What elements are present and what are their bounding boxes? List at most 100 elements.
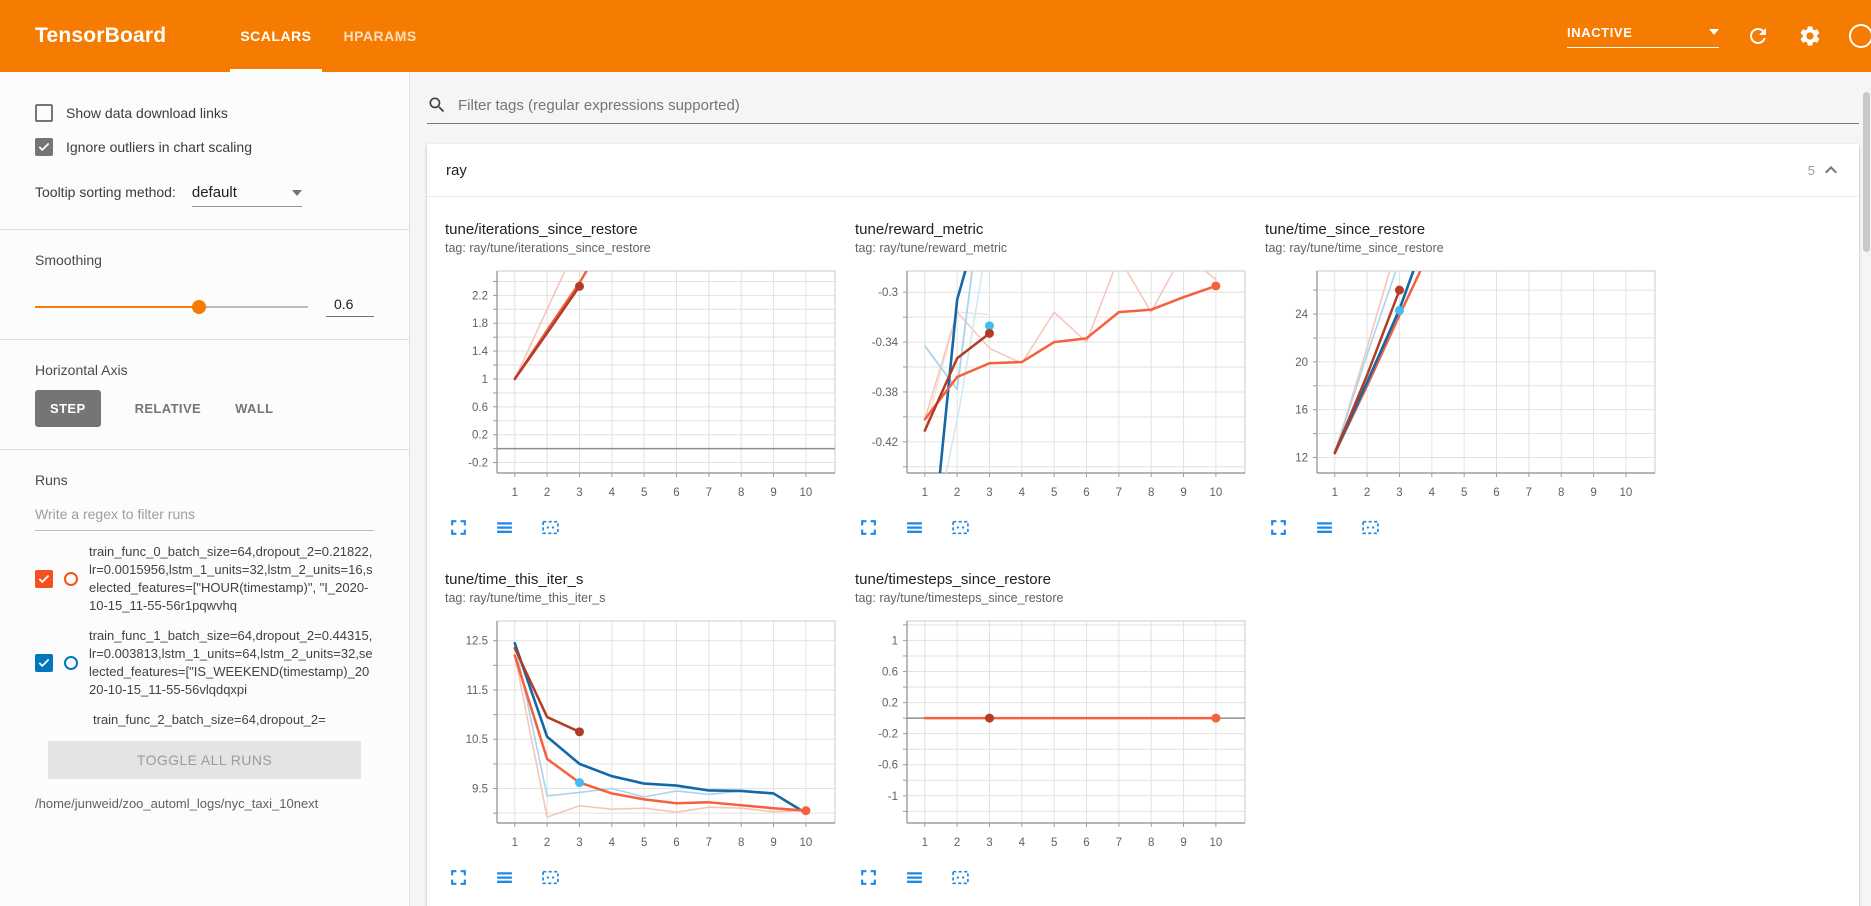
reload-status-dropdown[interactable]: INACTIVE xyxy=(1567,25,1719,48)
pin-chart-icon[interactable] xyxy=(951,868,970,887)
series-train_func_1-unsmoothed-b xyxy=(923,271,973,391)
chart-tag: tag: ray/tune/reward_metric xyxy=(855,241,1008,255)
main-content: ray 5 tune/iterations_since_restore tag: … xyxy=(410,72,1871,906)
reload-status-value: INACTIVE xyxy=(1567,24,1633,40)
toggle-all-runs-button[interactable]: TOGGLE ALL RUNS xyxy=(48,741,361,779)
svg-text:7: 7 xyxy=(1116,837,1122,849)
svg-text:-0.2: -0.2 xyxy=(878,729,898,741)
tab-scalars[interactable]: SCALARS xyxy=(224,0,327,72)
tag-group-count: 5 xyxy=(1807,162,1815,178)
horizontal-axis-buttons: STEP RELATIVE WALL xyxy=(35,390,374,427)
svg-text:5: 5 xyxy=(641,837,647,849)
horizontal-axis-label: Horizontal Axis xyxy=(35,362,128,378)
ignore-outliers-label: Ignore outliers in chart scaling xyxy=(66,139,252,155)
svg-text:4: 4 xyxy=(609,837,616,849)
svg-text:8: 8 xyxy=(738,487,744,499)
tooltip-sorting-value: default xyxy=(191,184,237,201)
tab-bar: SCALARS HPARAMS xyxy=(224,0,432,72)
series-marker xyxy=(1394,285,1404,295)
toggle-size-icon[interactable] xyxy=(495,518,514,537)
svg-text:5: 5 xyxy=(1051,487,1057,499)
svg-text:4: 4 xyxy=(609,487,616,499)
refresh-icon[interactable] xyxy=(1745,23,1771,49)
toggle-size-icon[interactable] xyxy=(495,868,514,887)
smoothing-slider[interactable] xyxy=(35,299,308,314)
show-download-links-checkbox[interactable] xyxy=(35,104,53,122)
expand-chart-icon[interactable] xyxy=(449,518,468,537)
expand-chart-icon[interactable] xyxy=(449,868,468,887)
svg-text:3: 3 xyxy=(576,837,582,849)
svg-text:6: 6 xyxy=(1493,487,1499,499)
runs-filter-input[interactable] xyxy=(35,500,374,531)
chart-plot[interactable]: 1 2 3 4 5 6 7 8 9 10 12.5 11.5 10.5 9.5 xyxy=(445,615,845,855)
run-label: train_func_0_batch_size=64,dropout_2=0.2… xyxy=(89,544,373,613)
series-marker xyxy=(984,328,994,338)
chart-plot[interactable]: 1 2 3 4 5 6 7 8 9 10 -0.3 -0.34 -0.38 -0.42 xyxy=(855,265,1255,505)
svg-text:3: 3 xyxy=(986,487,992,499)
pin-chart-icon[interactable] xyxy=(541,518,560,537)
tab-hparams[interactable]: HPARAMS xyxy=(343,28,417,44)
chart-plot[interactable]: 1 2 3 4 5 6 7 8 9 10 1 0.6 0.2 -0.2 -0.6 -1 xyxy=(855,615,1255,855)
svg-text:6: 6 xyxy=(1083,837,1089,849)
svg-text:12.5: 12.5 xyxy=(466,636,488,648)
chart-tag: tag: ray/tune/time_since_restore xyxy=(1265,241,1444,255)
run-radio[interactable] xyxy=(64,572,78,586)
toggle-size-icon[interactable] xyxy=(905,868,924,887)
run-label: train_func_1_batch_size=64,dropout_2=0.4… xyxy=(89,628,373,697)
svg-text:-0.2: -0.2 xyxy=(468,458,488,470)
pin-chart-icon[interactable] xyxy=(1361,518,1380,537)
svg-text:20: 20 xyxy=(1295,357,1308,369)
chevron-down-icon xyxy=(291,189,302,196)
help-icon[interactable] xyxy=(1849,24,1871,48)
axis-option-wall[interactable]: WALL xyxy=(235,401,274,416)
ignore-outliers-row[interactable]: Ignore outliers in chart scaling xyxy=(35,138,374,156)
chart-card: tune/time_this_iter_s tag: ray/tune/time_… xyxy=(445,571,855,887)
svg-text:4: 4 xyxy=(1019,487,1026,499)
svg-text:10: 10 xyxy=(799,837,812,849)
toggle-size-icon[interactable] xyxy=(1315,518,1334,537)
axis-option-relative[interactable]: RELATIVE xyxy=(134,401,202,416)
smoothing-slider-fill xyxy=(35,305,199,308)
svg-text:10: 10 xyxy=(799,487,812,499)
expand-chart-icon[interactable] xyxy=(859,868,878,887)
svg-text:24: 24 xyxy=(1295,309,1308,321)
ignore-outliers-checkbox[interactable] xyxy=(35,138,53,156)
svg-text:-0.42: -0.42 xyxy=(872,437,898,449)
tag-group-header[interactable]: ray 5 xyxy=(427,144,1859,197)
svg-text:2.2: 2.2 xyxy=(472,290,488,302)
series-marker xyxy=(801,806,811,816)
run-radio[interactable] xyxy=(64,656,78,670)
series-marker xyxy=(1394,305,1404,315)
pin-chart-icon[interactable] xyxy=(951,518,970,537)
svg-text:5: 5 xyxy=(1051,837,1057,849)
svg-text:0.6: 0.6 xyxy=(472,402,488,414)
svg-text:-0.3: -0.3 xyxy=(878,287,898,299)
chart-card: tune/timesteps_since_restore tag: ray/tun… xyxy=(855,571,1265,887)
smoothing-value[interactable]: 0.6 xyxy=(326,296,374,317)
series-train_func_1-smoothed xyxy=(1333,271,1415,454)
expand-chart-icon[interactable] xyxy=(1269,518,1288,537)
expand-chart-icon[interactable] xyxy=(859,518,878,537)
divider xyxy=(0,449,409,450)
settings-gear-icon[interactable] xyxy=(1797,23,1823,49)
run-row: train_func_0_batch_size=64,dropout_2=0.2… xyxy=(35,543,374,615)
tag-filter-input[interactable] xyxy=(456,95,1859,115)
tag-group-title: ray xyxy=(446,161,467,179)
run-checkbox[interactable] xyxy=(35,654,53,672)
pin-chart-icon[interactable] xyxy=(541,868,560,887)
smoothing-slider-thumb[interactable] xyxy=(191,299,206,314)
series-train_func_0-smoothed xyxy=(923,332,991,432)
tooltip-sorting-select[interactable]: default xyxy=(191,184,302,207)
show-download-links-row[interactable]: Show data download links xyxy=(35,104,374,122)
run-checkbox[interactable] xyxy=(35,570,53,588)
toggle-size-icon[interactable] xyxy=(905,518,924,537)
divider xyxy=(0,339,409,340)
svg-text:2: 2 xyxy=(544,487,550,499)
svg-text:1: 1 xyxy=(892,635,898,647)
tag-group-card: ray 5 tune/iterations_since_restore tag: … xyxy=(427,144,1859,906)
axis-option-step[interactable]: STEP xyxy=(35,390,101,427)
vertical-scrollbar[interactable] xyxy=(1863,92,1870,252)
chevron-up-icon[interactable] xyxy=(1819,158,1843,182)
chart-plot[interactable]: 1 2 3 4 5 6 7 8 9 10 2.2 1.8 1.4 1 0.6 0.2 -0.2 xyxy=(445,265,845,505)
